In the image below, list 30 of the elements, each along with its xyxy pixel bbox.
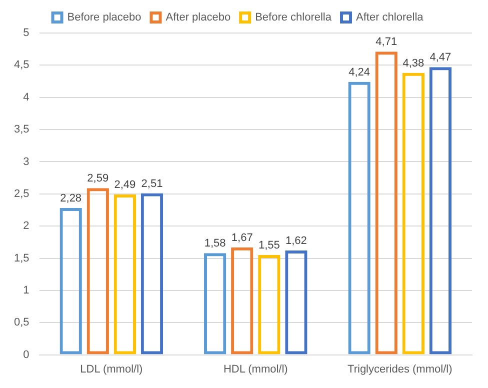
y-tick-label: 4,5 [14, 59, 30, 72]
y-tick-label: 1 [23, 284, 30, 296]
data-label: 1,67 [231, 232, 253, 244]
y-tick-label: 1,5 [14, 252, 30, 264]
data-label: 2,28 [60, 192, 82, 205]
legend-label: After chlorella [356, 12, 424, 24]
data-label: 4,71 [376, 36, 398, 48]
data-label: 1,62 [286, 235, 307, 248]
data-label: 2,59 [87, 172, 109, 185]
y-tick-label: 0,5 [14, 316, 30, 329]
x-tick-label: LDL (mmol/l) [80, 363, 143, 376]
y-tick-label: 2 [23, 220, 30, 232]
data-label: 1,55 [258, 240, 280, 252]
y-tick-label: 0 [23, 348, 30, 361]
y-tick-label: 3 [23, 156, 30, 168]
data-label: 1,58 [204, 238, 226, 250]
legend-label: After placebo [166, 12, 231, 24]
y-tick-label: 3,5 [14, 124, 30, 136]
data-label: 2,51 [141, 178, 163, 190]
x-tick-label: HDL (mmol/l) [223, 363, 288, 376]
x-tick-label: Triglycerides (mmol/l) [348, 363, 452, 376]
y-tick-label: 4 [23, 91, 30, 104]
data-label: 4,38 [402, 57, 424, 70]
legend-label: Before placebo [67, 12, 142, 24]
legend-label: Before chlorella [255, 12, 332, 24]
data-label: 4,24 [348, 66, 370, 78]
y-tick-label: 2,5 [14, 188, 30, 200]
data-label: 2,49 [114, 179, 136, 192]
y-tick-label: 5 [23, 27, 30, 40]
data-label: 4,47 [430, 52, 452, 64]
